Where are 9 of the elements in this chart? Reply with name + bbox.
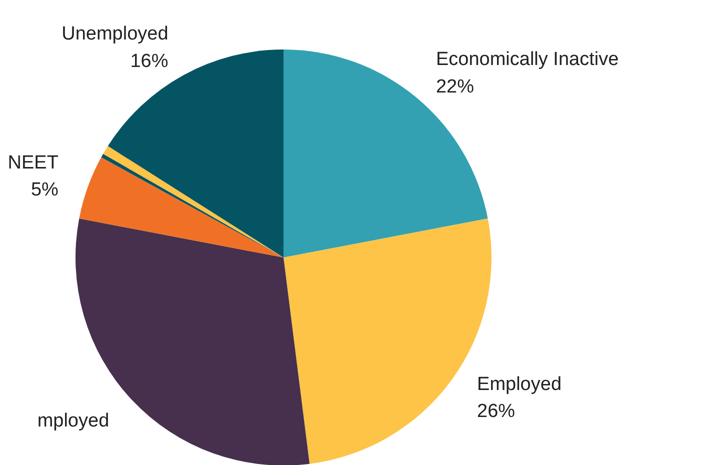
slice-label: Employed: [477, 374, 562, 395]
slice-label: Unemployed: [62, 24, 168, 45]
slice-label: Economically Inactive: [436, 49, 619, 70]
slice-label: NEET: [8, 152, 59, 174]
data-label: 16%: [130, 51, 168, 72]
data-label: 22%: [436, 76, 474, 98]
slice-label: mployed: [37, 410, 110, 432]
data-label: 5%: [30, 180, 59, 201]
data-label: 26%: [477, 401, 516, 422]
